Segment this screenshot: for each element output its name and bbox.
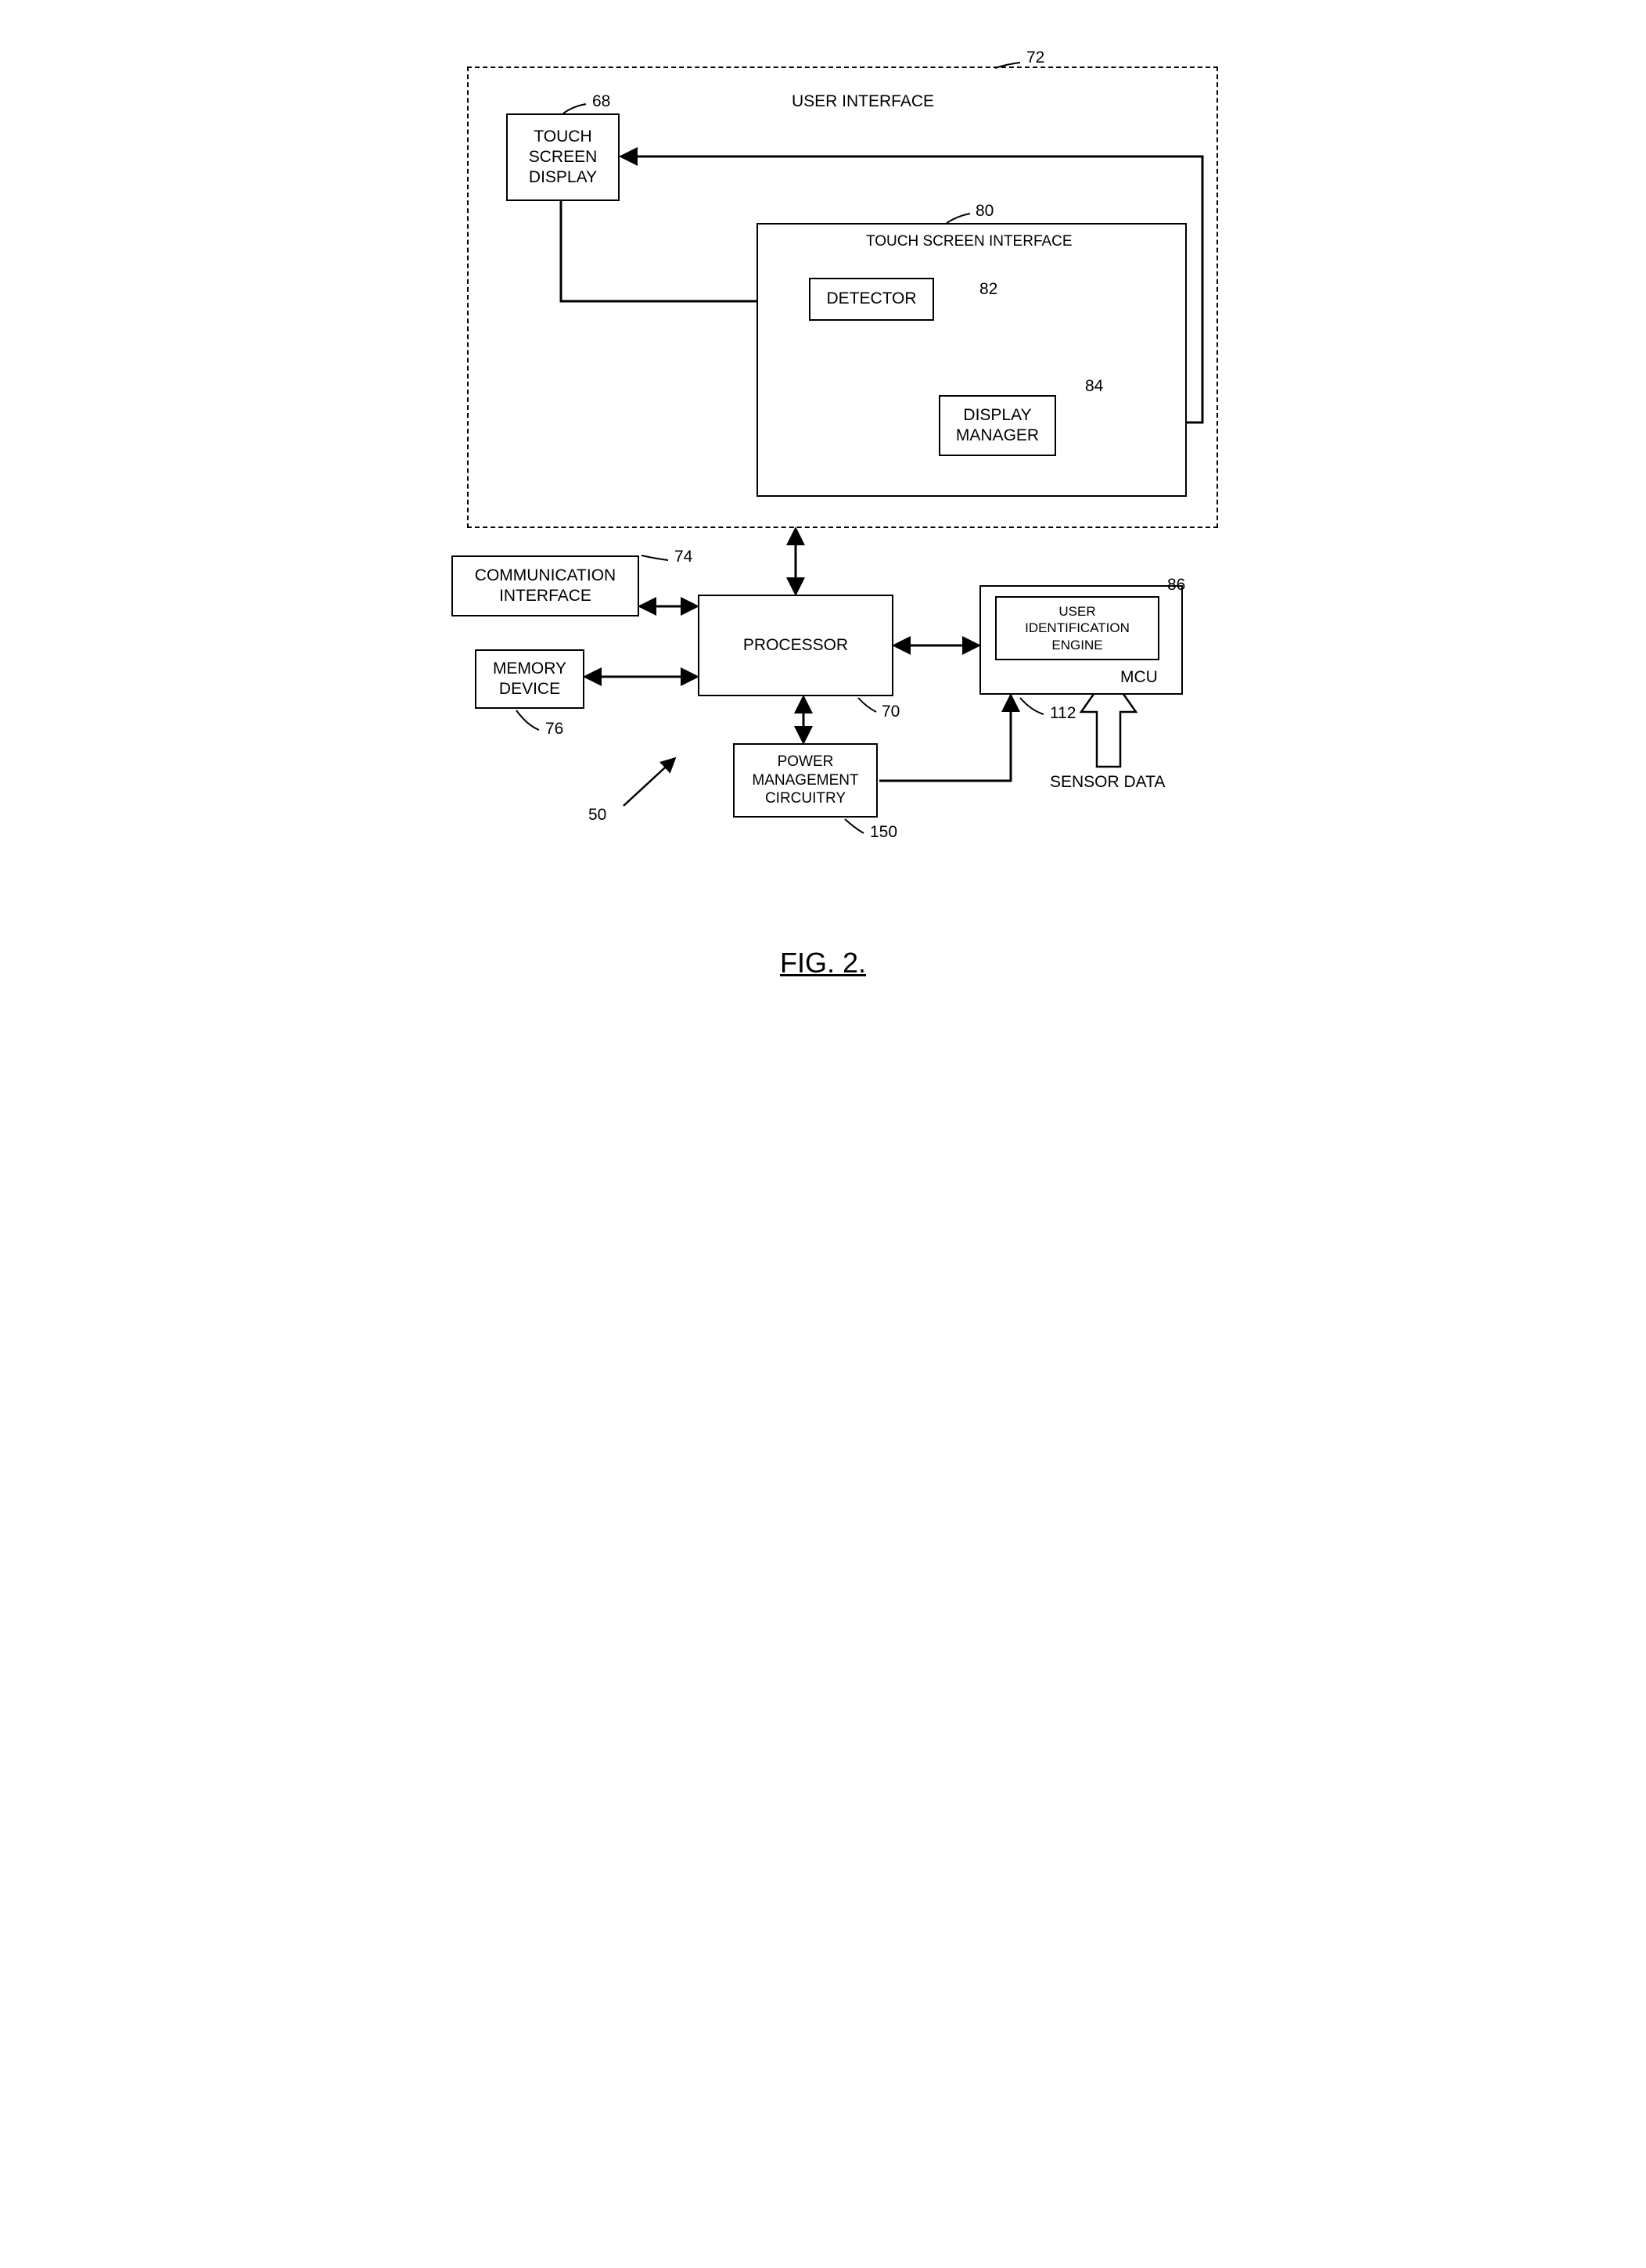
processor-box: PROCESSOR — [698, 595, 893, 696]
mcu-ref: 112 — [1050, 704, 1076, 723]
detector-box: DETECTOR — [809, 278, 934, 321]
block-diagram: USER INTERFACE 72 TOUCH SCREEN DISPLAY 6… — [432, 31, 1214, 1033]
touch-screen-interface-title: TOUCH SCREEN INTERFACE — [866, 233, 1073, 250]
display-manager-ref: 84 — [1085, 377, 1103, 396]
power-management-ref: 150 — [870, 823, 897, 842]
processor-ref: 70 — [882, 703, 900, 721]
touch-screen-display-box: TOUCH SCREEN DISPLAY — [506, 113, 620, 201]
overall-ref: 50 — [588, 806, 606, 825]
communication-interface-ref: 74 — [674, 548, 692, 566]
communication-interface-box: COMMUNICATION INTERFACE — [451, 555, 639, 616]
touch-screen-display-ref: 68 — [592, 92, 610, 111]
sensor-data-label: SENSOR DATA — [1050, 773, 1165, 792]
detector-ref: 82 — [979, 280, 997, 299]
memory-device-ref: 76 — [545, 720, 563, 739]
user-id-engine-ref: 86 — [1167, 576, 1185, 595]
display-manager-box: DISPLAY MANAGER — [939, 395, 1056, 456]
mcu-label: MCU — [1120, 668, 1158, 687]
user-id-engine-box: USER IDENTIFICATION ENGINE — [995, 596, 1159, 660]
user-interface-title: USER INTERFACE — [792, 92, 934, 111]
power-management-box: POWER MANAGEMENT CIRCUITRY — [733, 743, 878, 818]
figure-caption: FIG. 2. — [432, 947, 1214, 979]
touch-screen-interface-ref: 80 — [976, 202, 994, 221]
user-interface-ref: 72 — [1026, 49, 1044, 67]
memory-device-box: MEMORY DEVICE — [475, 649, 584, 709]
